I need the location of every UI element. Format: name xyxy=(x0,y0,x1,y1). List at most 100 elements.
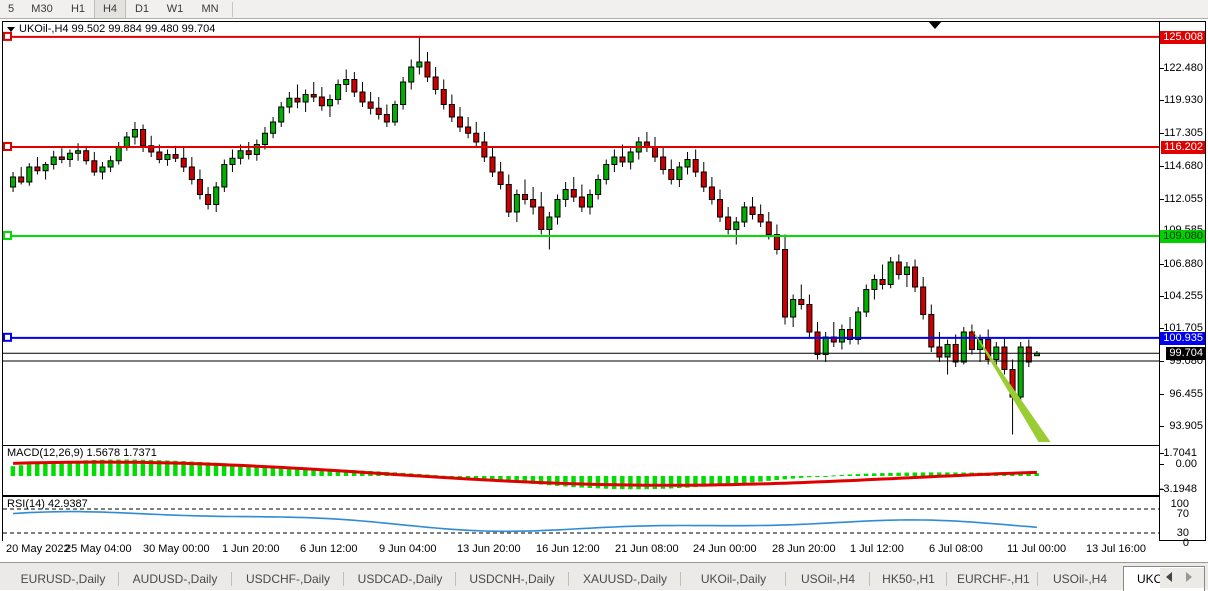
macd-pane[interactable]: MACD(12,26,9) 1.5678 1.7371 xyxy=(3,445,1159,496)
price-tick-label: 104.255 xyxy=(1163,290,1203,302)
chart-tab-usoilh4[interactable]: USOil-,H4 xyxy=(800,572,855,586)
macd-histogram-bar xyxy=(774,476,779,481)
chart-tab-usoilh4[interactable]: USOil-,H4 xyxy=(1052,572,1107,586)
candle-body xyxy=(75,150,82,154)
candle-body xyxy=(733,221,740,230)
macd-histogram-bar xyxy=(750,476,755,483)
candle-body xyxy=(595,179,602,195)
candle-body xyxy=(213,186,220,205)
timeframe-m30[interactable]: M30 xyxy=(31,3,53,15)
scroll-right-icon[interactable] xyxy=(1186,572,1192,582)
candle-body xyxy=(310,94,317,98)
chart-tab-eurusddaily[interactable]: EURUSD-,Daily xyxy=(20,572,106,586)
macd-histogram-bar xyxy=(871,473,877,476)
candle-body xyxy=(261,132,268,145)
price-tag-red[interactable]: 116.202 xyxy=(1161,141,1205,154)
candle-body xyxy=(335,84,342,100)
timeframe-h1[interactable]: H1 xyxy=(70,3,86,15)
price-tag-black[interactable]: 99.704 xyxy=(1166,347,1205,360)
tab-scroll-arrows[interactable] xyxy=(1160,568,1204,588)
candle-body xyxy=(237,150,244,159)
chart-tab-ukoildaily[interactable]: UKOil-,Daily xyxy=(700,572,767,586)
macd-axis-label: 1.7041 xyxy=(1163,447,1197,459)
candle-body xyxy=(432,76,439,90)
price-pane[interactable]: UKOil-,H4 99.502 99.884 99.480 99.704 xyxy=(3,22,1159,442)
candle-body xyxy=(847,329,854,340)
timeframe-toolbar: 5 M30 H1 H4 D1 W1 MN xyxy=(0,0,1208,19)
candle-body xyxy=(148,145,155,153)
chart-tab-bar[interactable]: EURUSD-,Daily AUDUSD-,Daily USDCHF-,Daily U… xyxy=(0,562,1208,591)
time-axis-label: 9 Jun 04:00 xyxy=(379,543,437,555)
price-tag-green[interactable]: 109.080 xyxy=(1160,230,1205,243)
candle-body xyxy=(83,150,90,162)
candle-body xyxy=(400,81,407,105)
candle-body xyxy=(115,146,122,162)
chart-tab-usdcnhdaily[interactable]: USDCNH-,Daily xyxy=(469,572,555,586)
macd-histogram-bar xyxy=(270,466,276,476)
candle-body xyxy=(188,166,195,180)
candle-body xyxy=(99,166,106,173)
level-anchor-resistance-lower[interactable] xyxy=(3,141,12,151)
candle-body xyxy=(375,107,382,115)
candle-body xyxy=(838,329,845,343)
candle-body xyxy=(286,97,293,108)
macd-histogram-bar xyxy=(262,465,267,476)
bearish-trend-arrow[interactable] xyxy=(969,325,1065,442)
candle-body xyxy=(741,206,748,223)
chart-position-marker-icon[interactable] xyxy=(928,21,942,29)
chart-tab-audusddaily[interactable]: AUDUSD-,Daily xyxy=(132,572,218,586)
price-axis[interactable]: 122.480119.930117.305114.680112.055109.5… xyxy=(1159,22,1205,549)
candle-body xyxy=(578,196,585,208)
candle-body xyxy=(773,234,780,250)
macd-histogram-bar xyxy=(83,460,89,476)
chart-tab-usdchfdaily[interactable]: USDCHF-,Daily xyxy=(246,572,330,586)
candle-body xyxy=(440,89,447,105)
level-anchor-resistance-upper[interactable] xyxy=(3,31,12,41)
price-tick xyxy=(1160,426,1164,427)
time-axis-label: 25 May 04:00 xyxy=(65,543,132,555)
candle-body xyxy=(131,129,138,138)
macd-histogram-bar xyxy=(693,476,698,488)
candle-body xyxy=(473,132,480,143)
macd-histogram-bar xyxy=(498,476,503,481)
collapse-triangle-icon[interactable] xyxy=(7,26,15,32)
time-axis-label: 21 Jun 08:00 xyxy=(615,543,679,555)
timeframe-h4[interactable]: H4 xyxy=(94,0,126,18)
candle-body xyxy=(521,194,529,200)
scroll-left-icon[interactable] xyxy=(1166,572,1172,582)
macd-histogram-bar xyxy=(823,475,828,477)
timeframe-mn[interactable]: MN xyxy=(201,3,219,15)
macd-histogram-bar xyxy=(717,476,723,486)
level-anchor-pivot-blue[interactable] xyxy=(3,332,12,342)
tab-separator xyxy=(118,572,119,586)
candle-body xyxy=(676,166,683,180)
chart-tab-xauusddaily[interactable]: XAUUSD-,Daily xyxy=(582,572,667,586)
macd-histogram-bar xyxy=(238,464,243,476)
rsi-axis-label: 30 xyxy=(1176,527,1189,539)
candle-body xyxy=(863,289,870,313)
timeframe-w1[interactable]: W1 xyxy=(166,3,184,15)
candle-body xyxy=(408,66,415,83)
macd-histogram-bar xyxy=(855,474,861,476)
macd-histogram-bar xyxy=(563,476,568,487)
chart-tab-eurchfh1[interactable]: EURCHF-,H1 xyxy=(957,572,1030,586)
chart-tab-hk50h1[interactable]: HK50-,H1 xyxy=(882,572,935,586)
candle-body xyxy=(164,154,171,160)
price-tag-red[interactable]: 125.008 xyxy=(1160,31,1205,44)
level-anchor-support-green[interactable] xyxy=(3,231,12,240)
macd-histogram-bar xyxy=(620,476,625,490)
candlestick-canvas xyxy=(3,31,1159,442)
chart-tab-usdcaddaily[interactable]: USDCAD-,Daily xyxy=(357,572,443,586)
macd-histogram-bar xyxy=(514,476,519,483)
macd-histogram-bar xyxy=(546,476,552,486)
rsi-pane[interactable]: RSI(14) 42.9387 xyxy=(3,496,1159,542)
price-tick xyxy=(1160,361,1164,362)
candle-body xyxy=(205,194,212,205)
price-tick-label: 106.880 xyxy=(1163,258,1203,270)
macd-histogram-bar xyxy=(506,476,511,482)
price-tag-blue[interactable]: 100.935 xyxy=(1160,332,1205,345)
timeframe-5[interactable]: 5 xyxy=(7,3,15,15)
macd-histogram-bar xyxy=(319,468,324,476)
candle-body xyxy=(603,164,610,180)
timeframe-d1[interactable]: D1 xyxy=(134,3,150,15)
